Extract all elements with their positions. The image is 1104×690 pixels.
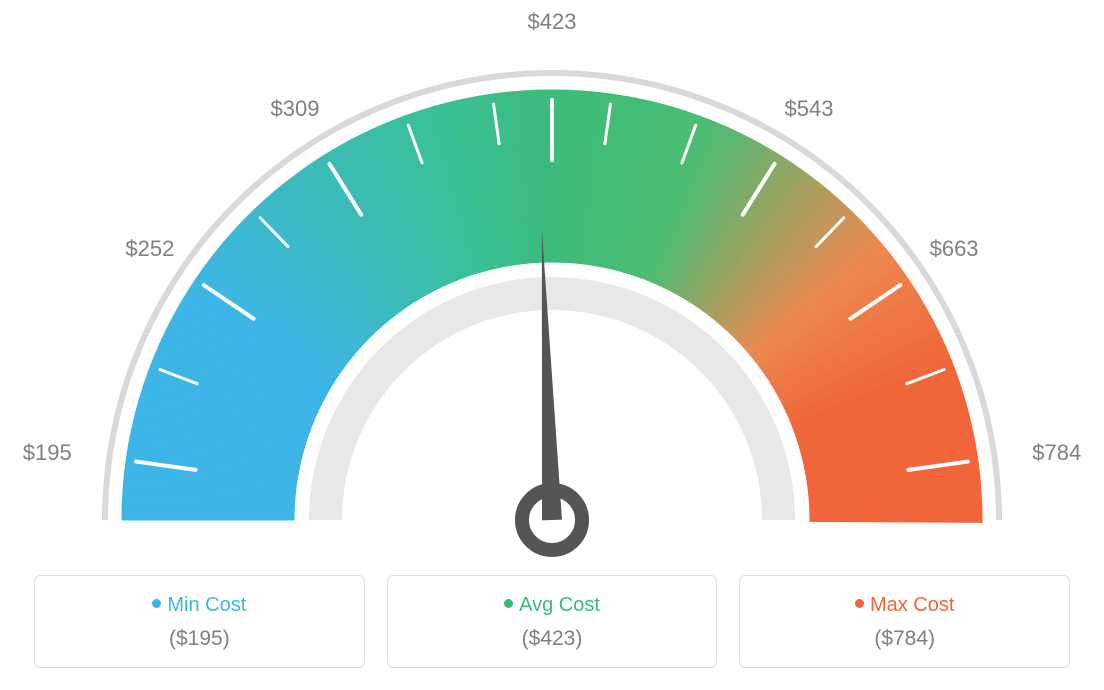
tick-label: $309 bbox=[271, 96, 320, 122]
gauge-svg bbox=[0, 0, 1104, 560]
dot-icon bbox=[152, 599, 161, 608]
legend-value-avg: ($423) bbox=[398, 627, 707, 651]
legend-title-text: Avg Cost bbox=[519, 594, 600, 616]
legend-title-max: Max Cost bbox=[750, 594, 1059, 617]
legend-value-max: ($784) bbox=[750, 627, 1059, 651]
tick-label: $543 bbox=[785, 96, 834, 122]
legend-title-avg: Avg Cost bbox=[398, 594, 707, 617]
legend-card-min: Min Cost ($195) bbox=[34, 575, 365, 668]
tick-label: $663 bbox=[930, 236, 979, 262]
tick-label: $252 bbox=[125, 236, 174, 262]
chart-container: $195 $252 $309 $423 $543 $663 $784 Min Cost ($… bbox=[0, 0, 1104, 690]
legend-title-text: Min Cost bbox=[167, 594, 246, 616]
dot-icon bbox=[855, 599, 864, 608]
legend-row: Min Cost ($195) Avg Cost ($423) Max Cost… bbox=[34, 575, 1070, 668]
legend-card-avg: Avg Cost ($423) bbox=[387, 575, 718, 668]
gauge-area: $195 $252 $309 $423 $543 $663 $784 bbox=[0, 0, 1104, 560]
tick-label: $784 bbox=[1032, 440, 1081, 466]
legend-title-min: Min Cost bbox=[45, 594, 354, 617]
legend-value-min: ($195) bbox=[45, 627, 354, 651]
tick-label: $195 bbox=[23, 440, 72, 466]
needle bbox=[542, 230, 562, 520]
legend-title-text: Max Cost bbox=[870, 594, 954, 616]
legend-card-max: Max Cost ($784) bbox=[739, 575, 1070, 668]
tick-label: $423 bbox=[528, 9, 577, 35]
dot-icon bbox=[504, 599, 513, 608]
